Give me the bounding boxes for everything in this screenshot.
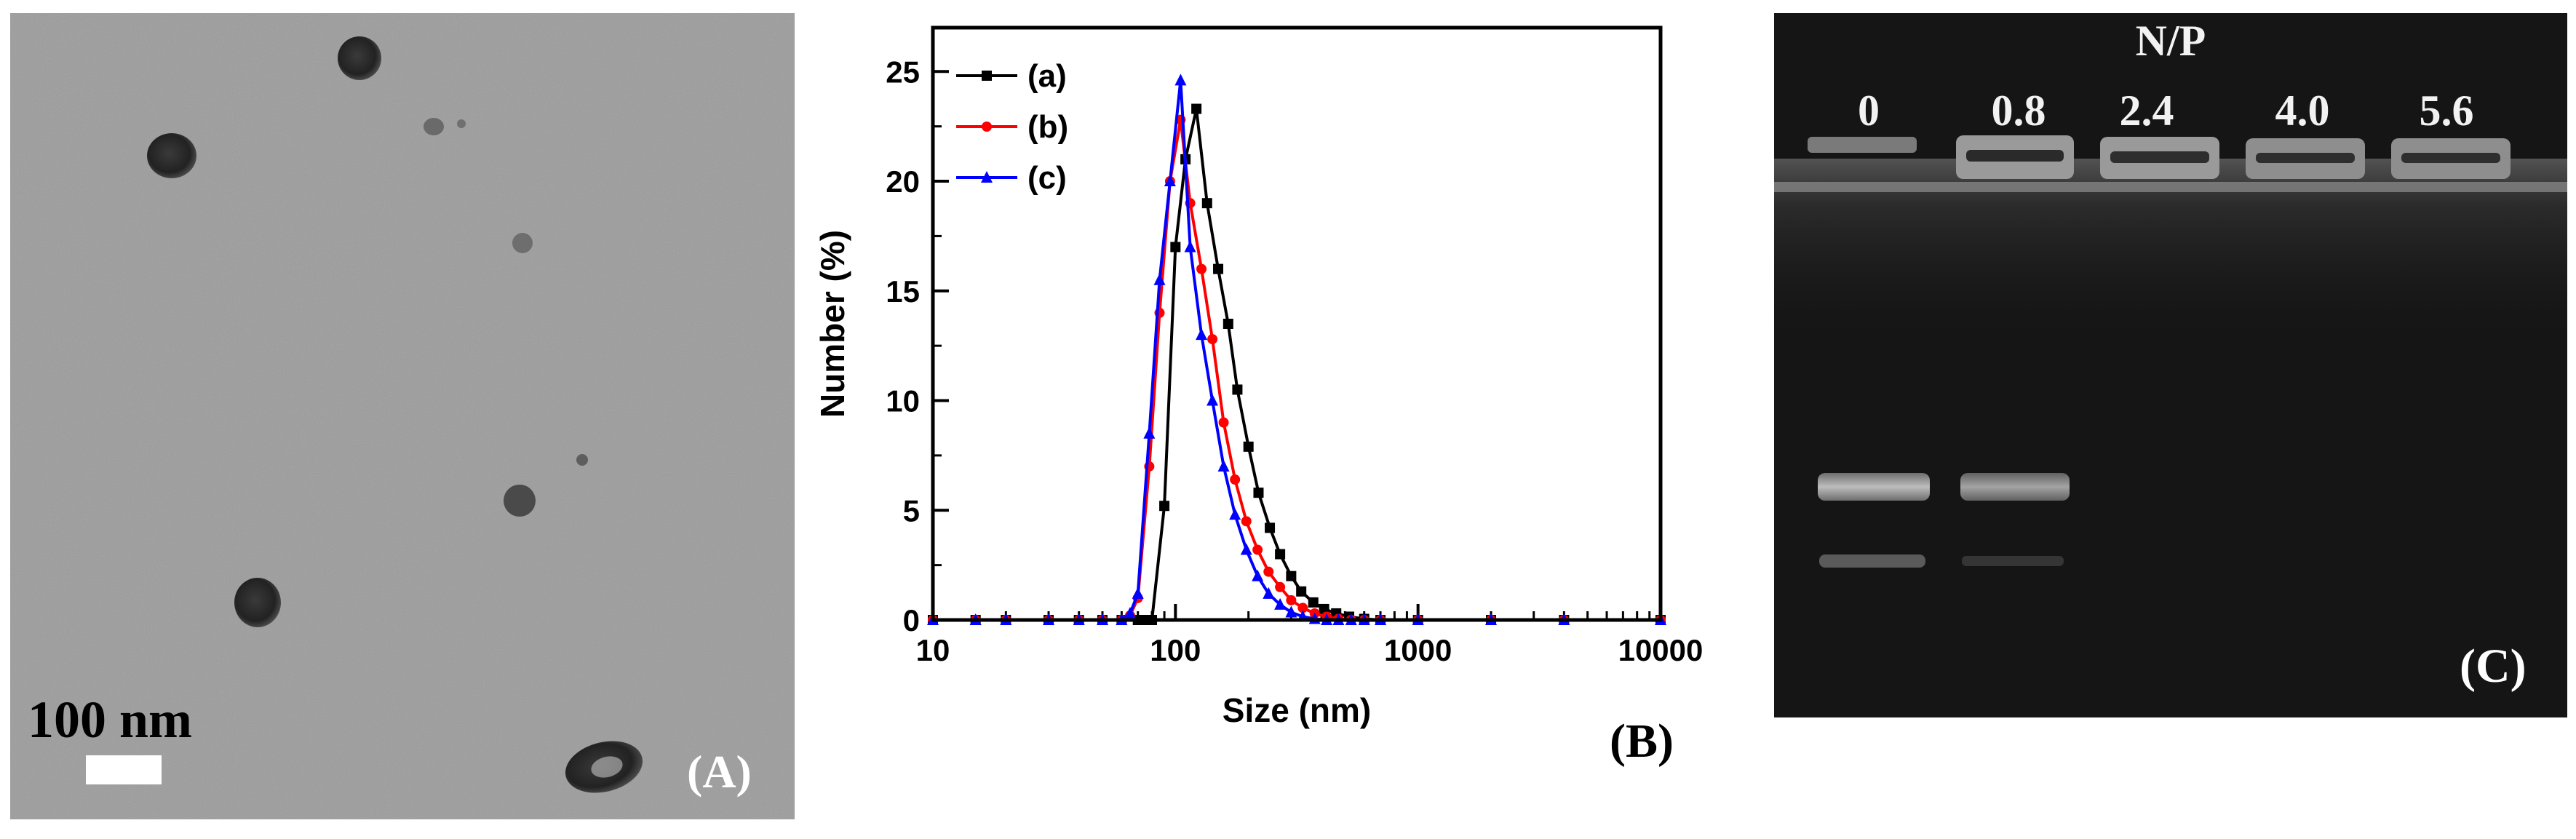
data-point: [1170, 242, 1181, 253]
data-point: [1213, 263, 1224, 274]
legend-label: (c): [1027, 160, 1067, 196]
y-tick-label: 20: [886, 164, 920, 199]
data-point: [1229, 508, 1241, 520]
data-point: [1275, 581, 1286, 592]
legend-marker: [982, 71, 992, 81]
data-point: [1232, 384, 1243, 395]
data-point: [1184, 240, 1196, 253]
well-gap: [2401, 153, 2500, 163]
nanoparticle: [338, 36, 381, 80]
lane-label: 5.6: [2419, 87, 2474, 135]
x-tick-label: 100: [1150, 633, 1201, 667]
data-point: [1201, 198, 1212, 209]
dna-band: [1962, 556, 2064, 566]
dna-band: [1960, 473, 2070, 501]
data-point: [1286, 570, 1297, 581]
nanoparticle: [147, 133, 196, 178]
tem-image: [10, 13, 795, 819]
data-point: [1230, 474, 1241, 485]
well-line: [1774, 182, 2567, 192]
size-distribution-chart: Number (%) Size (nm) (B) 10 100 1000 10000 0…: [793, 0, 1732, 835]
panel-label-a: (A): [687, 746, 752, 798]
scale-bar: [86, 755, 162, 784]
scale-bar-label: 100 nm: [28, 691, 193, 749]
particle-highlight: [591, 756, 623, 778]
y-tick-label: 10: [886, 384, 920, 418]
data-point: [1240, 543, 1252, 555]
data-point: [1243, 441, 1254, 452]
x-tick-label: 10000: [1618, 633, 1704, 667]
data-point: [1218, 417, 1229, 428]
data-point: [1285, 605, 1297, 618]
y-tick-label: 5: [903, 493, 920, 528]
np-ratio-title: N/P: [2135, 17, 2206, 65]
data-point: [1196, 263, 1207, 274]
gel-electrophoresis-panel: N/P 0 0.8 2.4 4.0 5.6 (C): [1774, 13, 2567, 717]
well-gap: [2110, 151, 2209, 163]
nanoparticle: [576, 454, 588, 466]
data-point: [1164, 175, 1176, 187]
tem-micrograph-panel: 100 nm (A): [10, 13, 795, 819]
tem-background: [10, 13, 795, 819]
y-axis-title: Number (%): [814, 230, 851, 418]
plot-frame: [931, 25, 1663, 622]
data-point: [1124, 606, 1136, 619]
data-point: [1153, 273, 1166, 285]
dna-band: [1818, 473, 1930, 501]
legend-label: (b): [1027, 109, 1068, 145]
data-point: [1263, 566, 1274, 577]
data-point: [1196, 328, 1208, 341]
lane-label: 0.8: [1991, 87, 2046, 135]
well-row: [1774, 135, 2567, 192]
data-point: [1191, 103, 1202, 114]
data-point: [1132, 586, 1144, 599]
data-point: [1174, 73, 1187, 86]
data-point: [1252, 569, 1264, 581]
y-tick-label: 25: [886, 55, 920, 89]
dna-band: [1819, 554, 1925, 568]
gel-background: [1774, 13, 2567, 717]
well: [1808, 137, 1917, 153]
legend-label: (a): [1027, 58, 1067, 94]
panel-label-b: (B): [1610, 715, 1674, 768]
legend-marker: [981, 171, 993, 183]
data-point: [1308, 597, 1319, 608]
panel-label-c: (C): [2460, 640, 2527, 693]
well-gap: [1966, 150, 2064, 162]
data-point: [1241, 516, 1252, 527]
chart-svg: Number (%) Size (nm) (B) 10 100 1000 10000 0…: [814, 25, 1704, 768]
data-point: [1274, 597, 1287, 610]
data-point: [1159, 501, 1170, 512]
data-point: [1265, 522, 1276, 533]
gel-image: [1774, 13, 2567, 717]
legend-marker: [982, 122, 992, 132]
x-axis-title: Size (nm): [1223, 691, 1371, 729]
data-point: [1217, 459, 1230, 472]
data-point: [1143, 426, 1156, 439]
x-tick-label: 1000: [1384, 633, 1452, 667]
nanoparticle: [424, 118, 444, 135]
data-point: [1252, 544, 1263, 555]
lane-label: 2.4: [2119, 87, 2174, 135]
data-point: [1296, 586, 1307, 597]
nanoparticle: [504, 485, 536, 517]
y-tick-label: 0: [903, 603, 920, 637]
well-gap: [2256, 153, 2355, 163]
lane-label: 4.0: [2275, 87, 2330, 135]
data-point: [1253, 488, 1264, 498]
data-point: [1286, 595, 1297, 605]
y-tick-label: 15: [886, 274, 920, 309]
data-point: [1275, 549, 1286, 560]
data-point: [1319, 603, 1329, 614]
data-point: [1297, 603, 1308, 613]
data-point: [1206, 394, 1219, 406]
data-point: [1207, 334, 1218, 345]
data-point: [1263, 586, 1275, 599]
lane-label: 0: [1858, 87, 1880, 135]
nanoparticle: [234, 578, 281, 627]
x-tick-label: 10: [916, 633, 950, 667]
data-point: [1223, 319, 1233, 329]
nanoparticle: [512, 233, 533, 253]
nanoparticle: [457, 119, 466, 128]
